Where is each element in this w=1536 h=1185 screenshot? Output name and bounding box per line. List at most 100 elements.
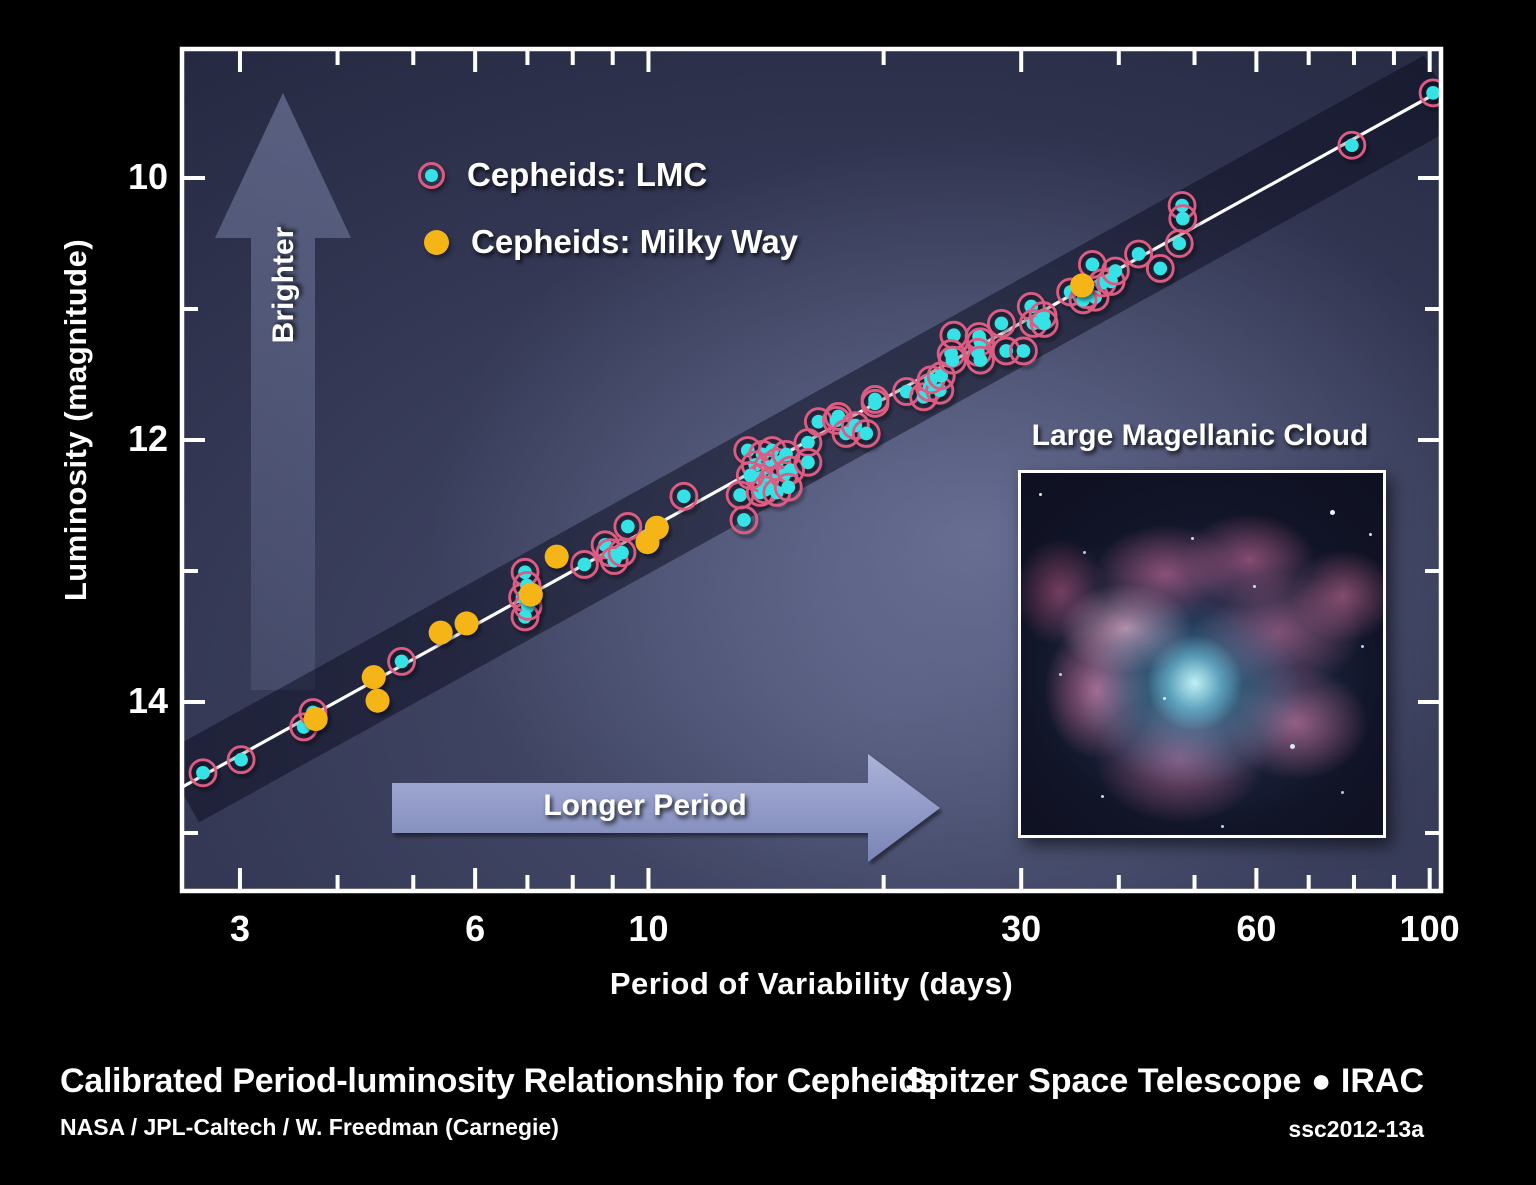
lmc-dot-icon xyxy=(425,168,438,182)
lmc-point-ring xyxy=(226,745,256,775)
lmc-point xyxy=(733,488,747,502)
y-tick-label: 10 xyxy=(127,156,168,197)
inset-title: Large Magellanic Cloud xyxy=(1031,419,1369,452)
lmc-point xyxy=(743,468,758,483)
milky-way-point xyxy=(454,611,479,636)
lmc-point xyxy=(1345,138,1359,153)
brighter-arrow xyxy=(215,93,351,690)
lmc-point-ring xyxy=(1124,239,1153,269)
legend-item-lmc: Cepheids: LMC xyxy=(418,156,707,194)
legend-label-milky-way: Cepheids: Milky Way xyxy=(471,223,799,260)
x-tick-label: 3 xyxy=(229,908,250,949)
lmc-point xyxy=(1131,247,1146,261)
milky-way-point xyxy=(361,665,386,690)
y-tick-label: 12 xyxy=(127,418,168,459)
y-tick-label: 14 xyxy=(127,680,168,721)
lmc-point-ring xyxy=(773,472,803,502)
x-tick-label: 30 xyxy=(1001,908,1042,949)
lmc-point-ring xyxy=(607,538,637,568)
lmc-point-ring xyxy=(1145,253,1175,283)
longer-period-arrow xyxy=(392,754,940,862)
milky-way-point xyxy=(365,688,390,713)
lmc-point-ring xyxy=(1100,256,1130,286)
release-id: ssc2012-13a xyxy=(1288,1116,1424,1142)
lmc-point-ring xyxy=(613,512,643,541)
lmc-point-ring xyxy=(909,382,938,412)
figure-title: Calibrated Period-luminosity Relationshi… xyxy=(60,1062,938,1100)
lmc-point xyxy=(947,328,961,343)
lmc-point-ring xyxy=(729,505,759,535)
lmc-point xyxy=(1037,316,1051,331)
milky-way-point xyxy=(644,515,669,540)
lmc-point xyxy=(1172,236,1187,251)
lmc-point-ring xyxy=(570,550,599,579)
lmc-point xyxy=(615,545,629,560)
milky-way-point xyxy=(544,544,569,569)
lmc-point xyxy=(234,752,248,767)
lmc-point-ring xyxy=(590,530,620,560)
lmc-point xyxy=(737,513,751,527)
lmc-point-ring xyxy=(387,646,416,676)
lmc-point xyxy=(677,489,691,504)
lmc-point-ring xyxy=(669,481,699,511)
lmc-point xyxy=(994,316,1009,331)
lmc-point-ring xyxy=(851,419,881,448)
milky-way-point xyxy=(1070,273,1095,298)
lmc-point xyxy=(934,369,949,383)
lmc-point xyxy=(781,480,796,494)
x-tick-label: 60 xyxy=(1236,908,1277,949)
lmc-series xyxy=(188,78,1439,788)
lmc-point xyxy=(811,414,826,429)
legend-label-lmc: Cepheids: LMC xyxy=(467,156,708,193)
lmc-point-ring xyxy=(793,447,823,477)
lmc-point xyxy=(973,353,988,367)
lmc-point-ring xyxy=(860,384,890,414)
lmc-point xyxy=(868,392,882,407)
milky-way-point xyxy=(518,582,543,607)
lmc-point-ring xyxy=(599,546,629,575)
lmc-point xyxy=(621,519,635,534)
lmc-point xyxy=(577,557,592,572)
lmc-point-ring xyxy=(965,345,995,375)
plot-interior xyxy=(184,55,1439,823)
lmc-point-ring xyxy=(1418,78,1439,108)
milky-way-point xyxy=(303,707,328,732)
milky-way-marker-icon xyxy=(424,229,449,255)
x-tick-label: 10 xyxy=(628,908,669,949)
lmc-point xyxy=(1108,264,1123,278)
milky-way-series xyxy=(303,273,1095,732)
lmc-point-ring xyxy=(831,419,861,448)
legend-item-milky-way: Cepheids: Milky Way xyxy=(424,223,798,261)
lmc-point-ring xyxy=(188,758,218,788)
star-field xyxy=(1039,493,1042,496)
lmc-point xyxy=(1426,86,1439,100)
lmc-point xyxy=(1153,261,1168,276)
lmc-point xyxy=(945,353,960,367)
x-axis-title: Period of Variability (days) xyxy=(609,966,1014,1001)
lmc-point-ring xyxy=(987,309,1016,338)
plot-frame xyxy=(179,46,1444,894)
lmc-point xyxy=(859,426,874,441)
lmc-point xyxy=(1016,344,1031,358)
x-tick-label: 100 xyxy=(1399,908,1460,949)
lmc-point-ring xyxy=(762,447,792,477)
lmc-galaxy-image xyxy=(1018,470,1386,838)
lmc-point xyxy=(1085,257,1100,272)
lmc-point-ring xyxy=(1009,336,1038,366)
mission-name: Spitzer Space Telescope ● IRAC xyxy=(905,1062,1424,1100)
lmc-point xyxy=(196,765,210,780)
lmc-marker-icon xyxy=(418,161,445,189)
lmc-point-ring xyxy=(735,460,765,490)
milky-way-point xyxy=(428,620,453,645)
lmc-point xyxy=(1175,211,1190,226)
longer-period-annotation: Longer Period xyxy=(543,789,747,822)
axis-ticks xyxy=(184,51,1439,889)
lmc-point-ring xyxy=(1168,204,1198,234)
lmc-point xyxy=(801,435,815,450)
lmc-point-ring xyxy=(938,345,967,375)
credit-line: NASA / JPL-Caltech / W. Freedman (Carneg… xyxy=(60,1114,559,1140)
lmc-point-ring xyxy=(1337,130,1367,160)
lmc-point xyxy=(394,654,409,669)
